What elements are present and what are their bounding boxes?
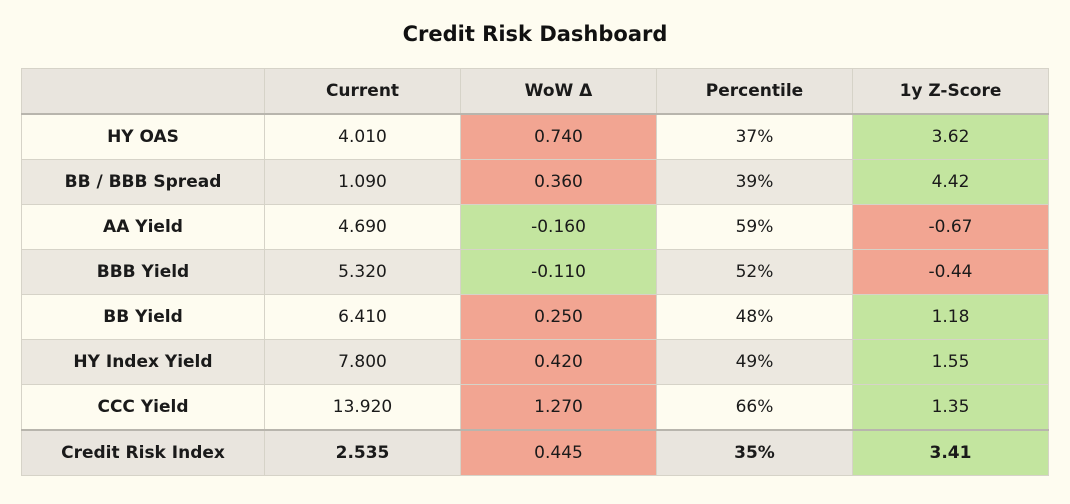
cell-zscore: 1.18 — [852, 294, 1049, 340]
table-row: BB Yield 6.410 0.250 48% 1.18 — [21, 294, 1049, 340]
cell-zscore: 1.35 — [852, 384, 1049, 431]
header-cell-zscore: 1y Z-Score — [852, 68, 1049, 115]
summary-row: Credit Risk Index 2.535 0.445 35% 3.41 — [21, 429, 1049, 476]
cell-zscore: -0.44 — [852, 249, 1049, 295]
table-row: CCC Yield 13.920 1.270 66% 1.35 — [21, 384, 1049, 431]
row-label: CCC Yield — [21, 384, 265, 431]
table-row: HY Index Yield 7.800 0.420 49% 1.55 — [21, 339, 1049, 385]
cell-current: 4.010 — [264, 113, 461, 160]
cell-current: 6.410 — [264, 294, 461, 340]
row-label: HY Index Yield — [21, 339, 265, 385]
row-label: BBB Yield — [21, 249, 265, 295]
cell-wow: -0.110 — [460, 249, 657, 295]
table-row: BB / BBB Spread 1.090 0.360 39% 4.42 — [21, 159, 1049, 205]
summary-percentile: 35% — [656, 429, 853, 476]
table-row: HY OAS 4.010 0.740 37% 3.62 — [21, 113, 1049, 160]
header-cell-label — [21, 68, 265, 115]
table-row: AA Yield 4.690 -0.160 59% -0.67 — [21, 204, 1049, 250]
header-cell-percentile: Percentile — [656, 68, 853, 115]
cell-wow: 0.740 — [460, 113, 657, 160]
summary-zscore: 3.41 — [852, 429, 1049, 476]
summary-label: Credit Risk Index — [21, 429, 265, 476]
row-label: HY OAS — [21, 113, 265, 160]
cell-zscore: -0.67 — [852, 204, 1049, 250]
cell-percentile: 48% — [656, 294, 853, 340]
cell-zscore: 4.42 — [852, 159, 1049, 205]
header-cell-current: Current — [264, 68, 461, 115]
cell-wow: 0.420 — [460, 339, 657, 385]
credit-risk-table: Current WoW Δ Percentile 1y Z-Score HY O… — [21, 68, 1049, 476]
cell-wow: 1.270 — [460, 384, 657, 431]
cell-percentile: 37% — [656, 113, 853, 160]
cell-percentile: 39% — [656, 159, 853, 205]
summary-wow: 0.445 — [460, 429, 657, 476]
row-label: AA Yield — [21, 204, 265, 250]
cell-percentile: 66% — [656, 384, 853, 431]
cell-zscore: 3.62 — [852, 113, 1049, 160]
header-cell-wow: WoW Δ — [460, 68, 657, 115]
cell-wow: 0.360 — [460, 159, 657, 205]
cell-percentile: 49% — [656, 339, 853, 385]
cell-wow: -0.160 — [460, 204, 657, 250]
table-row: BBB Yield 5.320 -0.110 52% -0.44 — [21, 249, 1049, 295]
cell-current: 13.920 — [264, 384, 461, 431]
row-label: BB / BBB Spread — [21, 159, 265, 205]
cell-wow: 0.250 — [460, 294, 657, 340]
cell-current: 5.320 — [264, 249, 461, 295]
cell-current: 7.800 — [264, 339, 461, 385]
table-body: HY OAS 4.010 0.740 37% 3.62 BB / BBB Spread 1.… — [21, 113, 1049, 431]
summary-current: 2.535 — [264, 429, 461, 476]
dashboard-title: Credit Risk Dashboard — [402, 22, 668, 46]
cell-current: 1.090 — [264, 159, 461, 205]
row-label: BB Yield — [21, 294, 265, 340]
cell-zscore: 1.55 — [852, 339, 1049, 385]
header-row: Current WoW Δ Percentile 1y Z-Score — [21, 68, 1049, 115]
cell-current: 4.690 — [264, 204, 461, 250]
cell-percentile: 52% — [656, 249, 853, 295]
cell-percentile: 59% — [656, 204, 853, 250]
